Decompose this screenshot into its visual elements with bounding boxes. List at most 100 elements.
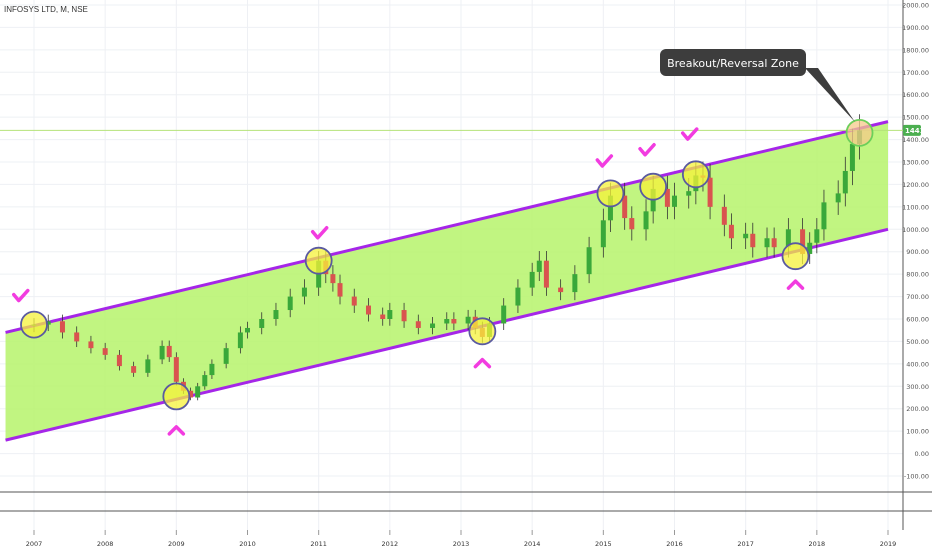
x-tick-label: 2017 (737, 540, 754, 548)
candle-body (721, 206, 727, 225)
callout-text: Breakout/Reversal Zone (667, 57, 799, 70)
checkmark-marker (595, 154, 614, 168)
candle-body (116, 354, 122, 367)
candle-body (401, 310, 407, 322)
candle-body (529, 271, 535, 288)
candle-body (287, 296, 293, 311)
grid (0, 0, 932, 530)
candle-body (88, 341, 94, 349)
candle-body (728, 224, 734, 239)
y-tick-label: 2000.00 (902, 2, 929, 10)
checkmark-marker (310, 226, 329, 240)
x-tick-label: 2012 (382, 540, 399, 548)
reversal-markers (12, 127, 805, 436)
candle-body (188, 390, 194, 398)
x-axis: 2007 2008 2009 2010 2011 2012 2013 2014 2015 2016… (26, 530, 897, 548)
candle-body (59, 321, 65, 333)
candle-body (800, 229, 806, 254)
candle-body (785, 229, 791, 248)
candle-body (202, 375, 208, 387)
candle-body (330, 274, 336, 284)
channel-fill (5, 121, 889, 441)
highlight-circle (468, 317, 497, 346)
candle-body (622, 195, 628, 219)
y-tick-label: 600.00 (906, 316, 929, 324)
x-tick-label: 2019 (880, 540, 897, 548)
candle-body (415, 321, 421, 328)
candle-body (145, 359, 151, 373)
y-tick-label: 200.00 (906, 405, 929, 413)
y-tick-label: 700.00 (906, 293, 929, 301)
highlight-circles (20, 118, 874, 411)
y-tick-label: 300.00 (906, 383, 929, 391)
current-price-label: 1441.10 (903, 124, 932, 136)
candle-body (380, 314, 386, 319)
y-tick-label: 900.00 (906, 248, 929, 256)
candle-body (515, 287, 521, 306)
candle-body (536, 260, 542, 272)
candle-body (351, 296, 357, 306)
candle-body (131, 366, 137, 373)
candle-body (166, 345, 172, 358)
x-tick-label: 2008 (97, 540, 114, 548)
candle-body (842, 170, 848, 194)
candle-body (558, 287, 564, 293)
candle-body (764, 238, 770, 248)
candle-body (337, 283, 343, 297)
candle-body (223, 348, 229, 364)
candle-body (835, 193, 841, 203)
y-tick-label: -100.00 (904, 473, 929, 481)
y-tick-label: 1800.00 (902, 46, 929, 54)
y-tick-label: 1300.00 (902, 159, 929, 167)
y-tick-label: 1600.00 (902, 91, 929, 99)
caret-up-marker (786, 279, 805, 290)
candle-body (465, 316, 471, 324)
x-tick-label: 2007 (26, 540, 43, 548)
callout-pointer (805, 68, 855, 122)
y-tick-label: 800.00 (906, 271, 929, 279)
candle-body (209, 363, 215, 376)
y-tick-label: 500.00 (906, 338, 929, 346)
x-tick-label: 2016 (666, 540, 683, 548)
highlight-circle (781, 242, 810, 271)
highlight-circle (681, 160, 710, 189)
candle-body (607, 195, 613, 221)
candle-body (195, 386, 201, 398)
channel-lower-line (5, 227, 889, 442)
candle-body (430, 323, 436, 328)
candle-body (821, 202, 827, 230)
y-axis: 2000.00 1900.00 1800.00 1700.00 1600.00 1500.… (902, 2, 929, 481)
candle-body (45, 321, 51, 325)
chart-title: INFOSYS LTD, M, NSE (4, 5, 88, 14)
price-label-text: 1441.10 (905, 127, 932, 135)
candle-body (451, 319, 457, 324)
candle-body (365, 305, 371, 315)
highlight-circle (304, 246, 333, 275)
y-tick-label: 100.00 (906, 428, 929, 436)
candle-body (629, 218, 635, 230)
candle-body (273, 310, 279, 319)
y-tick-label: 400.00 (906, 360, 929, 368)
candle-body (572, 274, 578, 293)
candle-body (600, 220, 606, 248)
x-tick-label: 2013 (453, 540, 470, 548)
highlight-circle (596, 179, 625, 208)
candle-body (707, 177, 713, 207)
x-tick-label: 2018 (809, 540, 826, 548)
y-tick-label: 1000.00 (902, 226, 929, 234)
candle-body (245, 327, 250, 333)
candle-body (743, 233, 749, 239)
candle-body (159, 345, 165, 360)
callout-box (660, 49, 806, 76)
candle-body (387, 310, 393, 319)
caret-up-marker (167, 425, 186, 436)
y-tick-label: 1200.00 (902, 181, 929, 189)
highlight-circle (845, 118, 874, 147)
y-tick-label: 1100.00 (902, 203, 929, 211)
breakout-callout: Breakout/Reversal Zone (660, 49, 855, 122)
candle-body (814, 229, 820, 243)
y-tick-label: 1400.00 (902, 136, 929, 144)
checkmark-marker (638, 143, 656, 157)
candle-body (686, 191, 692, 196)
